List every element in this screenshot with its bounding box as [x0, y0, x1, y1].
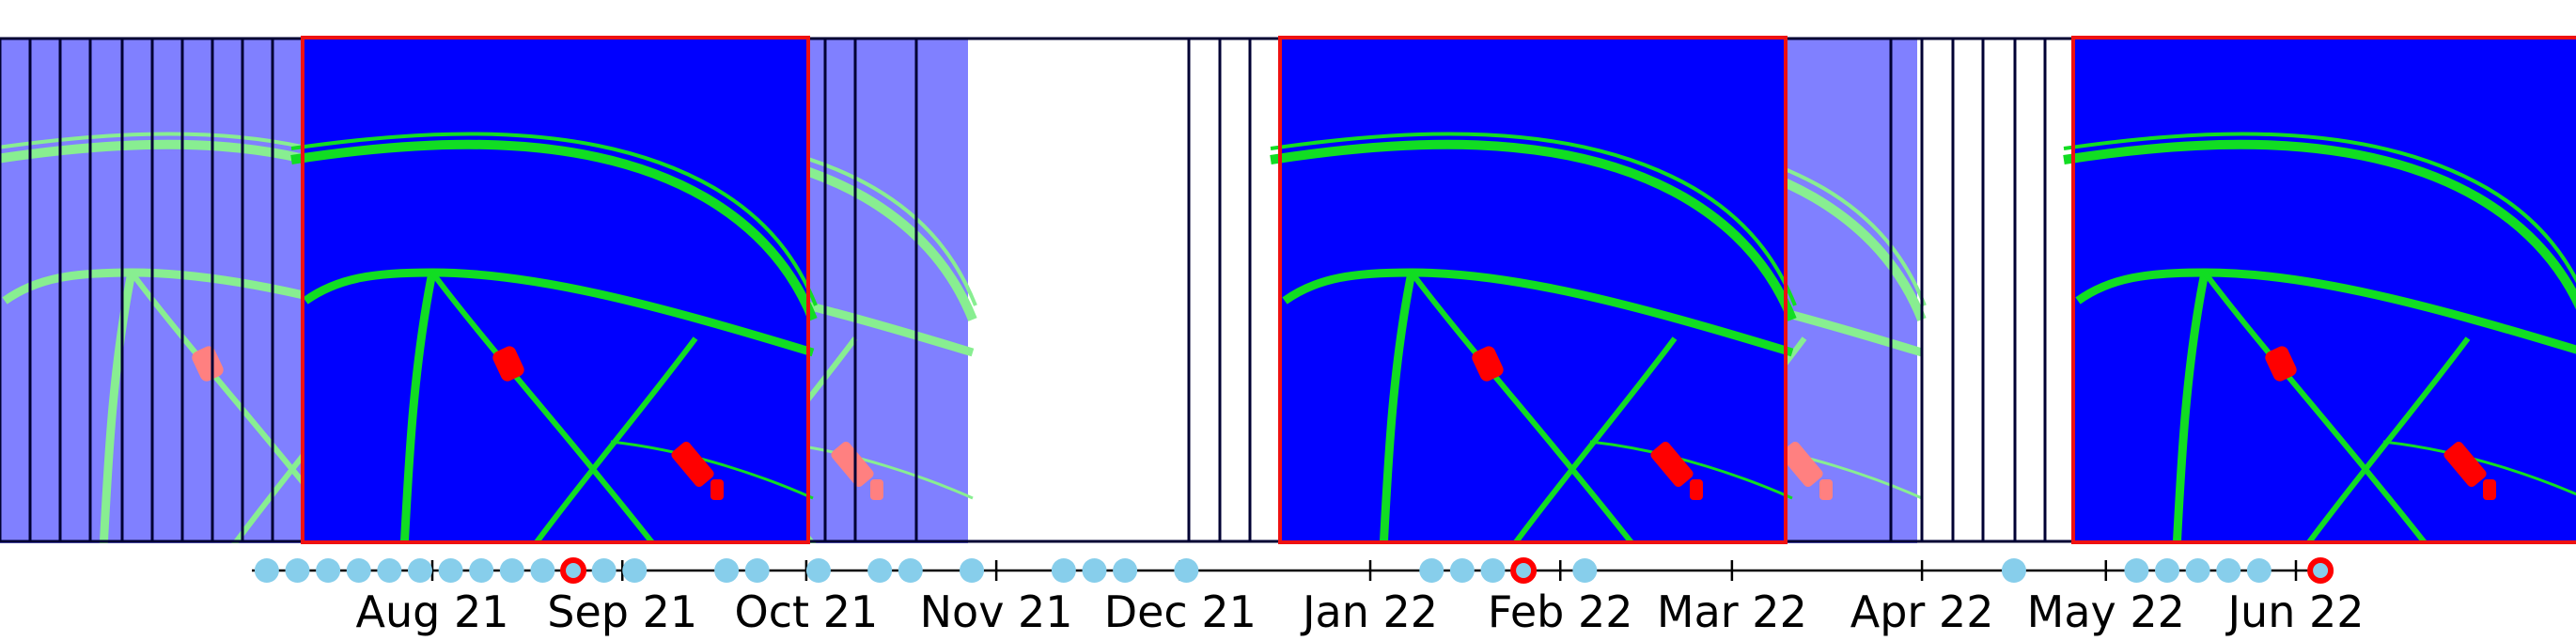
- tick-label: Jan 22: [1302, 586, 1439, 637]
- observation-marker: [377, 558, 402, 583]
- observation-marker: [1051, 558, 1076, 583]
- observation-marker: [254, 558, 279, 583]
- observation-marker: [2246, 558, 2272, 583]
- observation-marker: [1449, 558, 1475, 583]
- observation-marker: [898, 558, 923, 583]
- observation-marker: [438, 558, 463, 583]
- tick-label: Dec 21: [1103, 586, 1257, 637]
- tick-label: Sep 21: [547, 586, 698, 637]
- observation-marker: [714, 558, 740, 583]
- observation-marker: [2001, 558, 2026, 583]
- observation-marker: [1480, 558, 1506, 583]
- observation-marker: [867, 558, 893, 583]
- observation-marker: [2155, 558, 2180, 583]
- observation-marker: [1113, 558, 1138, 583]
- observation-marker: [1572, 558, 1598, 583]
- tick-label: Oct 21: [734, 586, 879, 637]
- tick-label: Aug 21: [355, 586, 509, 637]
- observation-marker: [744, 558, 770, 583]
- observation-marker: [346, 558, 371, 583]
- observation-marker: [407, 558, 432, 583]
- tick-label: Mar 22: [1656, 586, 1807, 637]
- observation-marker: [622, 558, 648, 583]
- tick-label: Nov 21: [919, 586, 1073, 637]
- observation-marker: [1419, 558, 1444, 583]
- highlighted-frame-3: [2064, 36, 2576, 544]
- observation-marker: [530, 558, 555, 583]
- observation-marker: [1082, 558, 1107, 583]
- selected-observation-marker: [2307, 557, 2334, 584]
- observation-marker: [805, 558, 831, 583]
- observation-marker: [2124, 558, 2149, 583]
- observation-marker: [285, 558, 310, 583]
- tick-label: May 22: [2026, 586, 2185, 637]
- tick-label: Feb 22: [1487, 586, 1633, 637]
- selected-observation-marker: [1510, 557, 1538, 584]
- observation-marker: [960, 558, 985, 583]
- observation-marker: [316, 558, 341, 583]
- observation-marker: [2216, 558, 2241, 583]
- highlighted-frame-2: [1271, 36, 1795, 544]
- observation-marker: [591, 558, 617, 583]
- tick-label: Apr 22: [1850, 586, 1994, 637]
- observation-marker: [1174, 558, 1199, 583]
- observation-marker: [499, 558, 524, 583]
- observation-markers: [254, 557, 2334, 584]
- tick-label: Jun 22: [2227, 586, 2365, 637]
- selected-observation-marker: [560, 557, 587, 584]
- highlighted-frame-1: [291, 36, 816, 544]
- observation-marker: [2185, 558, 2210, 583]
- observation-marker: [469, 558, 494, 583]
